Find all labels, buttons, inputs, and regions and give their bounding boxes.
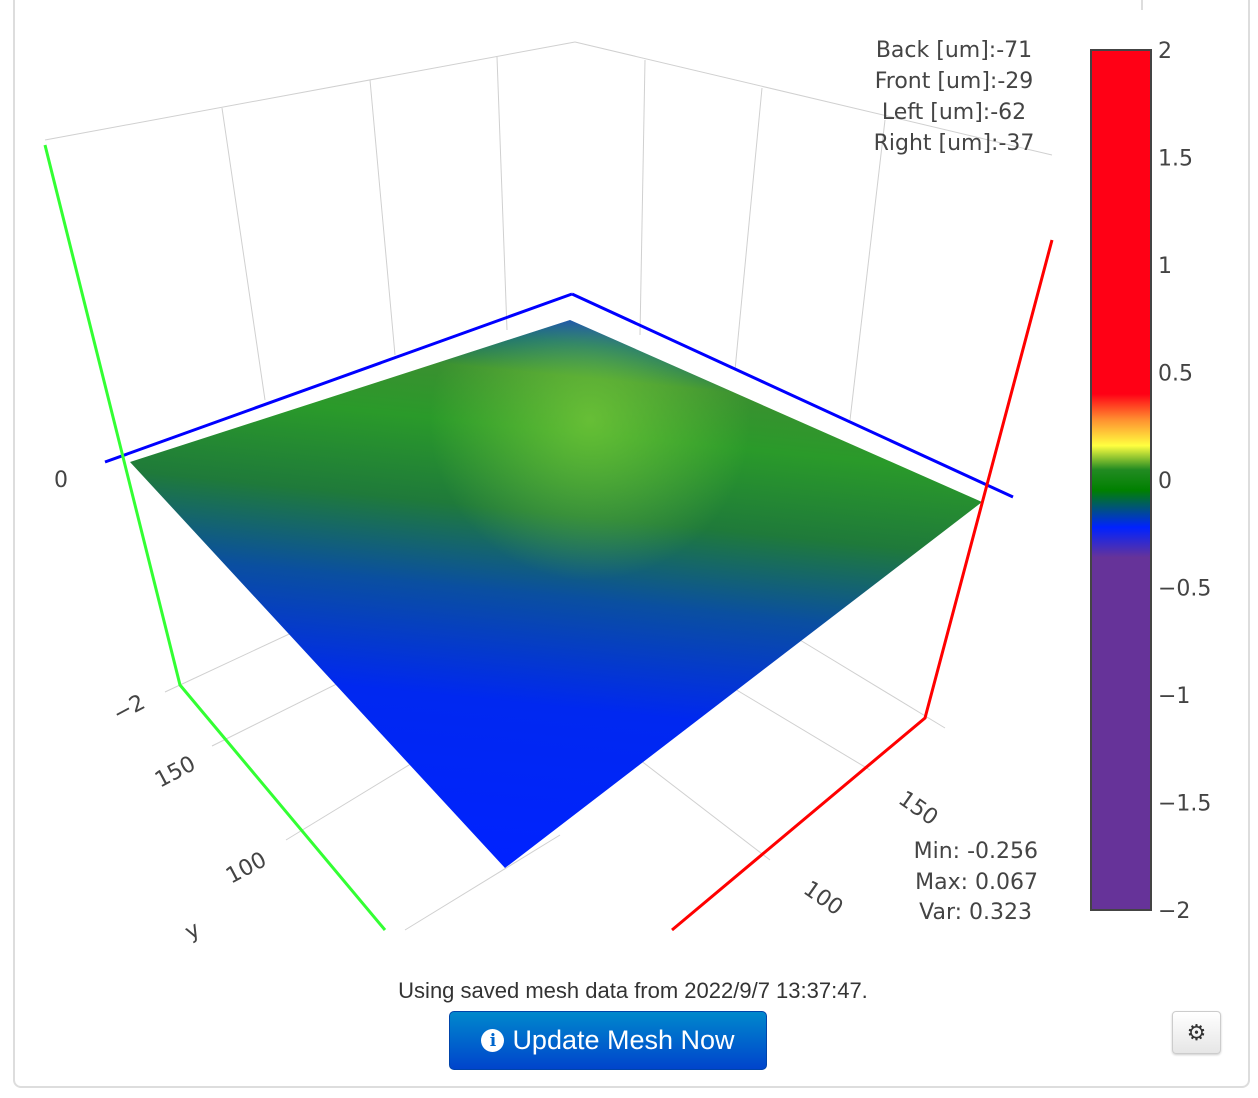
colorbar [1090, 49, 1152, 911]
update-mesh-label: Update Mesh Now [512, 1025, 735, 1055]
z-tick-neg2: −2 [109, 690, 149, 727]
colorbar-tick-label: −0.5 [1158, 577, 1211, 602]
y-tick-150: 150 [151, 752, 200, 794]
stat-min: Min: -0.256 [914, 839, 1038, 864]
offset-annotations: Back [um]:-71 Front [um]:-29 Left [um]:-… [874, 38, 1035, 156]
mesh-surface-highlight [130, 320, 982, 868]
info-circle-icon: i [481, 1029, 505, 1052]
colorbar-tick-label: 1.5 [1158, 147, 1193, 172]
plugin-panel [13, 0, 1250, 1088]
stats-annotations: Min: -0.256 Max: 0.067 Var: 0.323 [914, 839, 1038, 925]
gear-icon: ⚙ [1186, 1019, 1207, 1045]
stat-var: Var: 0.323 [919, 900, 1032, 925]
colorbar-tick-label: 1 [1158, 254, 1172, 279]
front-offset: Front [um]:-29 [875, 69, 1034, 94]
colorbar-ticks: 2 1.5 1 0.5 0 −0.5 −1 −1.5 −2 [1158, 39, 1211, 924]
y-tick-100: 100 [222, 848, 271, 890]
back-offset: Back [um]:-71 [876, 38, 1032, 63]
z-tick-0: 0 [54, 468, 68, 493]
colorbar-tick-label: 2 [1158, 39, 1172, 64]
y-axis-line [43, 144, 387, 931]
left-offset: Left [um]:-62 [882, 100, 1026, 125]
colorbar-tick-label: −2 [1158, 899, 1190, 924]
x-tick-150: 150 [894, 786, 943, 831]
colorbar-tick-label: 0.5 [1158, 362, 1193, 387]
z-plane-axis-line [104, 292, 573, 464]
colorbar-tick-label: 0 [1158, 469, 1172, 494]
y-axis-label: y [181, 917, 204, 945]
tab-edge [1141, 0, 1143, 10]
x-tick-100: 100 [799, 876, 848, 921]
stat-max: Max: 0.067 [915, 870, 1038, 895]
colorbar-tick-label: −1.5 [1158, 792, 1211, 817]
x-axis-line [671, 239, 1054, 932]
colorbar-tick-label: −1 [1158, 684, 1190, 709]
mesh-status-text: Using saved mesh data from 2022/9/7 13:3… [0, 978, 1258, 1004]
settings-button[interactable]: ⚙ [1172, 1011, 1221, 1054]
mesh-3d-plot[interactable]: 0 −2 150 100 y 150 100 Back [um]:-71 Fro… [0, 0, 1258, 960]
update-mesh-button[interactable]: i Update Mesh Now [449, 1011, 767, 1070]
status-label: Using saved mesh data from 2022/9/7 13:3… [398, 978, 868, 1003]
right-offset: Right [um]:-37 [874, 131, 1035, 156]
z-plane-axis-line-right [571, 292, 1014, 499]
